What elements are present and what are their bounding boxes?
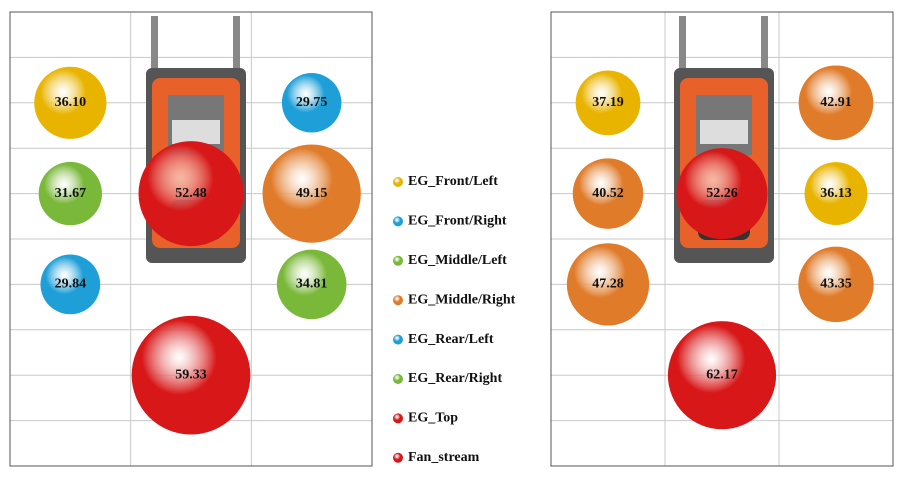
- data-label: 31.67: [55, 186, 87, 201]
- bubble: [38, 161, 103, 226]
- bubble: [798, 246, 874, 323]
- bubble: [667, 321, 777, 430]
- bubble: [804, 162, 868, 226]
- legend-marker: [393, 255, 403, 266]
- legend-label: EG_Front/Right: [408, 214, 507, 229]
- legend-marker: [393, 413, 403, 424]
- bubble: [566, 243, 650, 326]
- legend-label: EG_Middle/Left: [408, 253, 507, 268]
- bubble: [34, 66, 107, 139]
- plot-border: [550, 11, 894, 467]
- bubble: [138, 141, 244, 247]
- legend-marker: [393, 334, 403, 345]
- data-label: 29.84: [55, 277, 87, 292]
- legend-label: EG_Middle/Right: [408, 292, 516, 307]
- data-label: 52.48: [175, 186, 207, 201]
- legend-label: EG_Rear/Right: [408, 371, 502, 386]
- legend-label: EG_Top: [408, 411, 458, 426]
- legend-marker: [393, 452, 403, 463]
- bubble: [676, 148, 768, 240]
- bubble: [572, 158, 644, 229]
- legend-label: EG_Front/Left: [408, 174, 498, 189]
- plot-border: [9, 11, 373, 467]
- legend-marker: [393, 295, 403, 306]
- bubble: [40, 254, 101, 315]
- data-label: 47.28: [592, 277, 624, 292]
- data-label: 59.33: [175, 367, 207, 382]
- data-label: 52.26: [706, 186, 738, 201]
- data-label: 49.15: [296, 186, 328, 201]
- bubble: [262, 144, 361, 243]
- data-label: 37.19: [592, 95, 624, 110]
- legend-label: EG_Rear/Left: [408, 332, 494, 347]
- bubble: [575, 70, 641, 136]
- bubble: [281, 73, 342, 133]
- data-label: 42.91: [820, 95, 852, 110]
- data-label: 29.75: [296, 95, 328, 110]
- data-label: 40.52: [592, 186, 624, 201]
- data-label: 36.13: [820, 186, 852, 201]
- bubble: [276, 249, 347, 320]
- legend-label: Fan_stream: [408, 450, 480, 465]
- legend-marker: [393, 374, 403, 384]
- data-label: 36.10: [55, 95, 87, 110]
- data-label: 62.17: [706, 367, 738, 382]
- bubble: [798, 65, 874, 141]
- data-label: 43.35: [820, 277, 852, 292]
- data-label: 34.81: [296, 277, 328, 292]
- legend-marker: [393, 216, 403, 227]
- bubble: [131, 315, 251, 435]
- legend-marker: [393, 177, 403, 187]
